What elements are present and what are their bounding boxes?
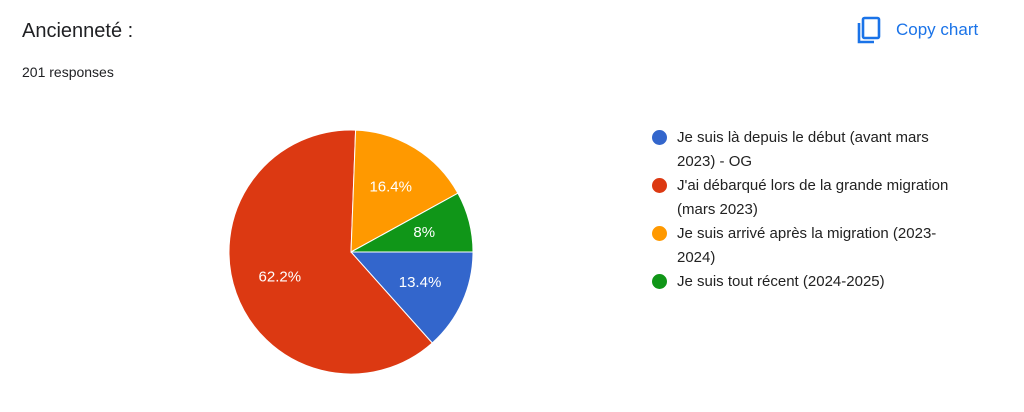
legend-label: Je suis là depuis le début (avant mars 2… (677, 129, 929, 170)
response-count: 201 responses (22, 64, 114, 80)
pie-slice (228, 129, 433, 375)
copy-chart-label: Copy chart (896, 20, 979, 39)
legend-item: J'ai débarqué lors de la grande migratio… (652, 174, 962, 222)
legend-item: Je suis arrivé après la migration (2023-… (652, 222, 962, 270)
slice-label: 13.4% (399, 274, 442, 291)
chart-title: Ancienneté : (22, 20, 134, 42)
legend: Je suis là depuis le début (avant mars 2… (652, 126, 962, 294)
legend-item: Je suis là depuis le début (avant mars 2… (652, 126, 962, 174)
legend-item: Je suis tout récent (2024-2025) (652, 270, 962, 294)
copy-icon (857, 16, 881, 44)
legend-swatch (652, 130, 667, 145)
legend-label: J'ai débarqué lors de la grande migratio… (677, 177, 949, 218)
pie-chart: 13.4% 62.2% 16.4% 8% (228, 129, 474, 375)
slice-label: 8% (413, 224, 435, 241)
slice-label: 62.2% (259, 269, 302, 286)
legend-label: Je suis tout récent (2024-2025) (677, 273, 885, 290)
legend-swatch (652, 178, 667, 193)
pie-slice (350, 129, 459, 253)
legend-swatch (652, 226, 667, 241)
legend-swatch (652, 274, 667, 289)
copy-chart-button[interactable]: Copy chart (856, 16, 978, 44)
slice-label: 16.4% (369, 179, 412, 196)
pie-slice (350, 192, 474, 253)
pie-slice (349, 251, 474, 344)
legend-label: Je suis arrivé après la migration (2023-… (677, 225, 937, 266)
